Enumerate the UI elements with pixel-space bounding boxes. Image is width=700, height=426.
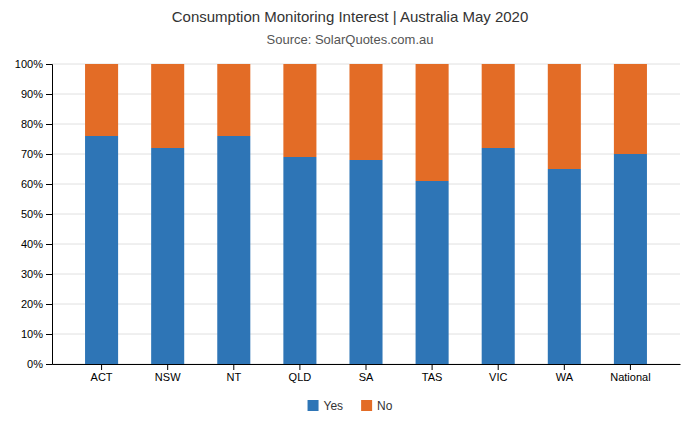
legend: Yes No [308,399,393,413]
x-tick: NSW [155,364,181,383]
y-tick: 50% [21,208,52,220]
y-tick-label: 80% [21,118,43,130]
bar [416,64,449,181]
x-axis: ACT NSW NT QLD SA TAS VIC WA National [53,364,681,383]
x-tick-label: ACT [91,371,113,383]
x-tick: National [610,364,650,383]
bars [85,64,647,364]
x-tick-label: WA [556,371,574,383]
legend-swatch [308,400,319,411]
x-tick-label: National [610,371,650,383]
y-tick-label: 10% [21,328,43,340]
y-tick-mark [46,304,52,305]
y-tick-label: 30% [21,268,43,280]
bar [151,64,184,148]
y-tick-mark [46,334,52,335]
y-tick-mark [46,244,52,245]
y-tick-mark [46,124,52,125]
series-bars [85,136,647,364]
y-tick-label: 90% [21,88,43,100]
bar [614,154,647,364]
y-tick-mark [46,364,52,365]
x-tick-label: VIC [489,371,507,383]
y-tick: 30% [21,268,52,280]
y-axis-line [46,65,53,365]
x-tick: QLD [289,364,312,383]
bar [283,64,316,157]
x-tick-label: NT [226,371,241,383]
bar [85,136,118,364]
y-tick-mark [46,94,52,95]
bar [151,148,184,364]
chart: ACT NSW NT QLD SA TAS VIC WA National 0% 10% 20% 30%… [0,0,700,426]
y-tick-label: 60% [21,178,43,190]
y-tick: 80% [21,118,52,130]
y-tick-label: 0% [27,358,43,370]
y-tick-label: 40% [21,238,43,250]
y-tick-label: 50% [21,208,43,220]
y-tick: 90% [21,88,52,100]
bar [85,64,118,136]
grid [52,64,680,364]
bar [283,157,316,364]
bar [482,148,515,364]
bar [548,64,581,169]
x-tick-mark [630,364,631,370]
x-tick-mark [299,364,300,370]
legend-item: Yes [308,399,344,413]
y-tick-mark [46,274,52,275]
y-tick: 0% [27,358,52,370]
y-tick-label: 100% [15,58,43,70]
x-tick-label: SA [359,371,374,383]
series-bars [85,64,647,181]
legend-label: No [377,399,393,413]
y-tick: 100% [15,58,52,70]
y-tick-label: 20% [21,298,43,310]
x-tick-label: NSW [155,371,181,383]
legend-label: Yes [324,399,344,413]
bar [416,181,449,364]
x-tick-label: TAS [422,371,443,383]
x-tick-mark [564,364,565,370]
x-tick: TAS [422,364,443,383]
y-tick-mark [46,64,52,65]
x-tick-mark [498,364,499,370]
x-tick-mark [366,364,367,370]
title: Consumption Monitoring Interest | Austra… [172,8,529,25]
x-tick-label: QLD [289,371,312,383]
bar [217,64,250,136]
y-tick: 60% [21,178,52,190]
y-tick: 70% [21,148,52,160]
x-tick: WA [556,364,574,383]
y-tick-label: 70% [21,148,43,160]
bar [349,64,382,160]
y-tick-mark [46,184,52,185]
y-tick-mark [46,214,52,215]
y-tick: 10% [21,328,52,340]
x-tick-mark [432,364,433,370]
x-tick-mark [233,364,234,370]
x-tick: SA [359,364,374,383]
x-tick-mark [167,364,168,370]
x-tick: VIC [489,364,507,383]
y-tick: 40% [21,238,52,250]
x-tick: NT [226,364,241,383]
bar [548,169,581,364]
x-tick: ACT [91,364,113,383]
bar [482,64,515,148]
y-tick: 20% [21,298,52,310]
legend-swatch [361,400,372,411]
legend-item: No [361,399,393,413]
bar [217,136,250,364]
y-axis: 0% 10% 20% 30% 40% 50% 60% 70% 80% 90% 100% [15,58,53,370]
y-tick-mark [46,154,52,155]
subtitle: Source: SolarQuotes.com.au [267,32,434,47]
bar [349,160,382,364]
x-tick-mark [101,364,102,370]
bar [614,64,647,154]
